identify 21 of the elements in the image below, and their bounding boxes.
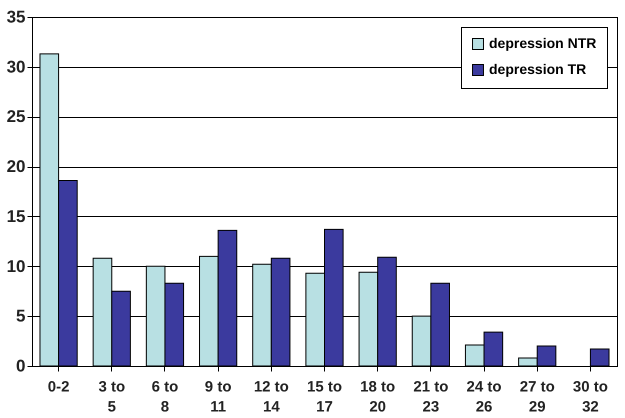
y-tick-label: 20: [6, 157, 26, 176]
y-tick-label: 0: [16, 356, 26, 376]
y-tick-label: 25: [6, 107, 26, 126]
x-tick-label: 3 to 5: [98, 378, 126, 416]
y-tick-label: 10: [6, 256, 26, 276]
x-tick-label: 27 to 29: [520, 378, 555, 416]
x-tick-label: 9 to 11: [204, 378, 232, 416]
y-tick-label: 30: [6, 57, 26, 76]
x-tick-label: 18 to 20: [360, 378, 396, 416]
y-tick-label: 35: [6, 8, 26, 26]
y-tick-label: 5: [16, 306, 26, 326]
x-tick-label: 24 to 26: [466, 378, 502, 416]
x-tick-label: 21 to 23: [413, 378, 448, 416]
x-tick-label: 6 to 8: [152, 378, 178, 416]
x-tick-label: 15 to 17: [306, 378, 342, 416]
legend-label: depression TR: [489, 61, 586, 77]
y-tick-label: 15: [6, 206, 26, 226]
x-tick-label: 30 to 32: [572, 378, 608, 416]
legend-label: depression NTR: [489, 35, 596, 51]
x-tick-label: 0-2: [48, 378, 70, 396]
x-tick-label: 12 to 14: [254, 378, 289, 416]
